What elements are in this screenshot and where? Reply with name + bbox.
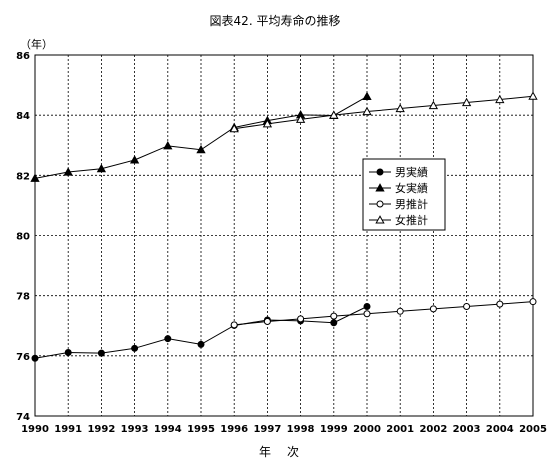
x-tick-label: 1993 xyxy=(121,424,149,435)
legend-label: 女推計 xyxy=(395,213,428,227)
x-tick-label: 1997 xyxy=(253,424,281,435)
x-tick-label: 1998 xyxy=(287,424,315,435)
data-point xyxy=(461,97,472,107)
legend-item: 女実績 xyxy=(369,181,428,195)
data-point xyxy=(129,155,140,164)
x-tick-label: 1999 xyxy=(320,424,348,435)
data-point xyxy=(463,302,471,310)
data-point xyxy=(263,318,271,326)
x-tick-label: 2000 xyxy=(353,424,381,435)
x-axis-label: 年 次 xyxy=(259,445,301,459)
series-line xyxy=(234,301,534,326)
series-group xyxy=(30,91,538,362)
x-tick-label: 1995 xyxy=(187,424,215,435)
y-tick-label: 74 xyxy=(16,412,30,423)
legend-marker xyxy=(376,168,384,176)
data-point xyxy=(229,123,239,133)
x-tick-label: 1992 xyxy=(87,424,115,435)
legend-item: 男実績 xyxy=(369,165,428,179)
legend-item: 女推計 xyxy=(369,213,428,227)
data-point xyxy=(363,310,371,318)
data-point xyxy=(528,91,538,100)
series-4 xyxy=(229,91,538,133)
x-tick-labels: 1990 1991 1992 1993 1994 1995 1996 1997 1998 1999… xyxy=(21,424,547,435)
data-point xyxy=(396,307,404,315)
legend-box xyxy=(362,158,446,231)
x-tick-label: 1990 xyxy=(21,424,49,435)
data-point xyxy=(529,298,537,306)
data-point xyxy=(163,141,173,150)
data-point xyxy=(362,106,372,116)
series-3 xyxy=(230,298,537,329)
y-tick-labels: 74 76 78 80 82 84 86 xyxy=(16,51,30,423)
data-point xyxy=(96,163,107,173)
plot-area xyxy=(34,54,534,417)
data-point xyxy=(329,110,339,119)
data-point xyxy=(131,344,139,352)
data-point xyxy=(297,315,305,323)
data-point xyxy=(495,94,505,104)
data-point xyxy=(63,167,73,176)
data-point xyxy=(197,340,205,348)
x-tick-label: 1996 xyxy=(220,424,248,435)
x-tick-label: 2001 xyxy=(386,424,414,435)
data-point xyxy=(428,100,439,110)
y-tick-label: 76 xyxy=(16,352,30,363)
legend-marker xyxy=(375,183,385,192)
x-tick-label: 1994 xyxy=(154,424,182,435)
series-line xyxy=(234,95,534,130)
data-point xyxy=(330,319,338,327)
chart-title: 図表42. 平均寿命の推移 xyxy=(210,13,341,28)
data-point xyxy=(362,91,372,101)
y-axis-label: （年） xyxy=(20,37,53,51)
legend-label: 女実績 xyxy=(395,181,428,195)
x-tick-label: 2004 xyxy=(486,424,514,435)
data-point xyxy=(196,144,206,154)
data-point xyxy=(30,173,40,182)
legend-marker xyxy=(376,200,384,208)
legend-label: 男実績 xyxy=(395,165,428,179)
x-tick-label: 2003 xyxy=(453,424,481,435)
legend-item: 男推計 xyxy=(369,197,428,211)
data-point xyxy=(262,119,273,128)
data-point xyxy=(429,305,437,313)
data-point xyxy=(164,335,172,343)
data-point xyxy=(97,349,105,357)
y-tick-label: 82 xyxy=(16,171,30,182)
gridlines xyxy=(35,55,533,416)
data-point xyxy=(363,302,371,310)
data-point xyxy=(64,349,72,357)
x-tick-label: 2005 xyxy=(519,424,547,435)
legend-marker xyxy=(375,215,385,224)
data-point xyxy=(330,312,338,320)
y-tick-label: 86 xyxy=(16,51,30,62)
data-point xyxy=(295,114,306,123)
data-point xyxy=(31,354,39,362)
y-tick-label: 78 xyxy=(16,292,30,303)
x-tick-label: 1991 xyxy=(54,424,82,435)
data-point xyxy=(395,103,405,113)
y-tick-label: 84 xyxy=(16,111,30,122)
data-point xyxy=(496,300,504,308)
data-point xyxy=(230,321,238,329)
legend-label: 男推計 xyxy=(395,197,428,211)
x-tick-label: 2002 xyxy=(419,424,447,435)
y-tick-label: 80 xyxy=(16,232,30,243)
